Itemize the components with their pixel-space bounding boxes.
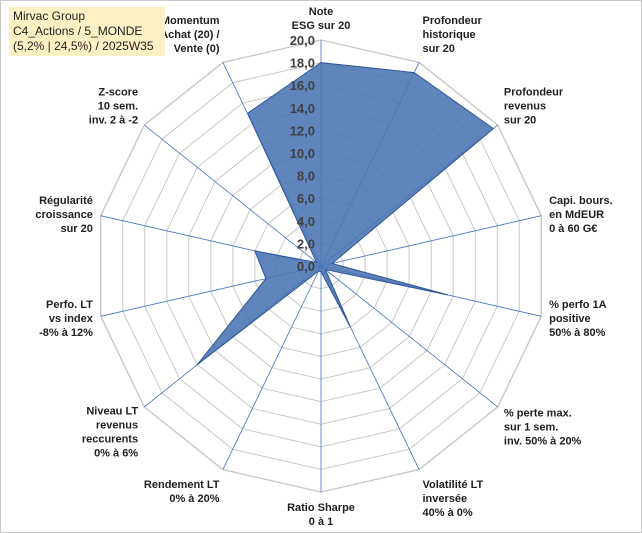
tick-label: 0,0 [297,259,315,274]
axis-spoke [320,215,542,267]
axis-label: Profondeur revenus sur 20 [504,86,564,126]
chart-title-stats: (5,2% | 24,5%) / 2025W35 [13,39,154,53]
axis-label: Momentum Achat (20) / Vente (0) [160,15,220,55]
axis-label: % perfo 1A positive 50% à 80% [549,299,607,339]
tick-label: 2,0 [297,236,315,251]
tick-label: 14,0 [290,101,315,116]
axis-labels: Note ESG sur 20 Profondeur historique sur 20… [35,6,612,528]
radial-tick-labels: 0,0 2,0 4,0 6,0 8,0 10,0 12,0 14,0 16,0 18,0 20,0 [290,33,315,274]
chart-title-company: Mirvac Group [13,9,86,23]
axis-label: Volatilité LT inversée 40% à 0% [423,479,484,519]
axis-label: Profondeur historique sur 20 [423,15,483,55]
axis-label: Rendement LT 0% à 20% [144,479,220,505]
chart-title-category: C4_Actions / 5_MONDE [13,24,143,38]
tick-label: 8,0 [297,169,315,184]
radar-series [196,62,495,365]
tick-label: 16,0 [290,78,315,93]
chart-title-box: Mirvac Group C4_Actions / 5_MONDE (5,2% … [9,7,165,56]
tick-label: 18,0 [290,56,315,71]
tick-label: 10,0 [290,146,315,161]
axis-spoke [320,265,498,408]
axis-label: Ratio Sharpe 0 à 1 [287,502,355,528]
tick-label: 4,0 [297,214,315,229]
axis-label: Niveau LT revenus reccurents 0% à 6% [82,406,139,460]
series-area [196,62,495,365]
axis-label: Capi. bours. en MdEUR 0 à 60 G€ [549,195,613,235]
tick-label: 6,0 [297,191,315,206]
axis-label: Régularité croissance sur 20 [35,195,92,235]
axis-label: % perte max. sur 1 sem. inv. 50% à 20% [504,408,582,448]
tick-label: 12,0 [290,123,315,138]
axis-spoke [222,265,322,470]
tick-label: 20,0 [290,33,315,48]
axis-label: Z-score 10 sem. inv. 2 à -2 [89,86,138,126]
axis-label: Note ESG sur 20 [292,6,351,32]
axis-label: Perfo. LT vs index -8% à 12% [39,299,94,339]
axis-spoke [144,124,322,267]
